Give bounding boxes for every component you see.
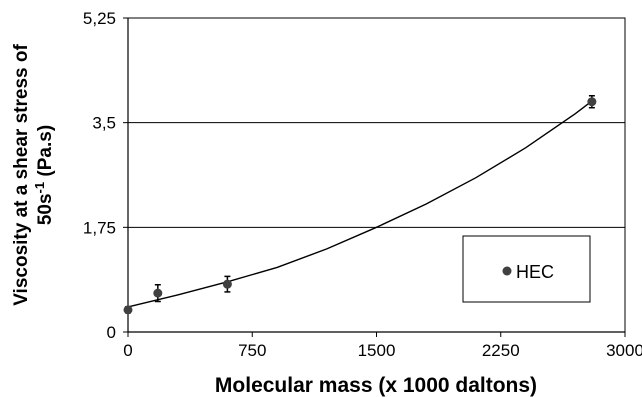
legend-label: HEC	[516, 262, 554, 282]
y-tick-label: 0	[107, 323, 116, 342]
trendline	[127, 100, 593, 308]
legend-box	[462, 235, 591, 303]
legend-marker	[502, 266, 512, 276]
x-tick-label: 2250	[482, 341, 520, 360]
y-tick-label: 1,75	[83, 218, 116, 237]
data-point	[222, 279, 232, 289]
x-tick-label: 3000	[606, 341, 642, 360]
data-point	[123, 305, 133, 315]
y-axis-title-line1: Viscosity at a shear stress of	[11, 44, 32, 306]
x-tick-label: 1500	[358, 341, 396, 360]
y-tick-label: 5,25	[83, 9, 116, 28]
y-tick-label: 3,5	[92, 114, 116, 133]
x-tick-label: 750	[238, 341, 266, 360]
y-axis-title-line2: 50s-1 (Pa.s)	[32, 125, 56, 225]
legend: HEC	[462, 235, 591, 303]
data-point	[153, 288, 163, 298]
x-axis-title: Molecular mass (x 1000 daltons)	[215, 374, 537, 397]
x-tick-label: 0	[123, 341, 132, 360]
data-point	[587, 97, 597, 107]
